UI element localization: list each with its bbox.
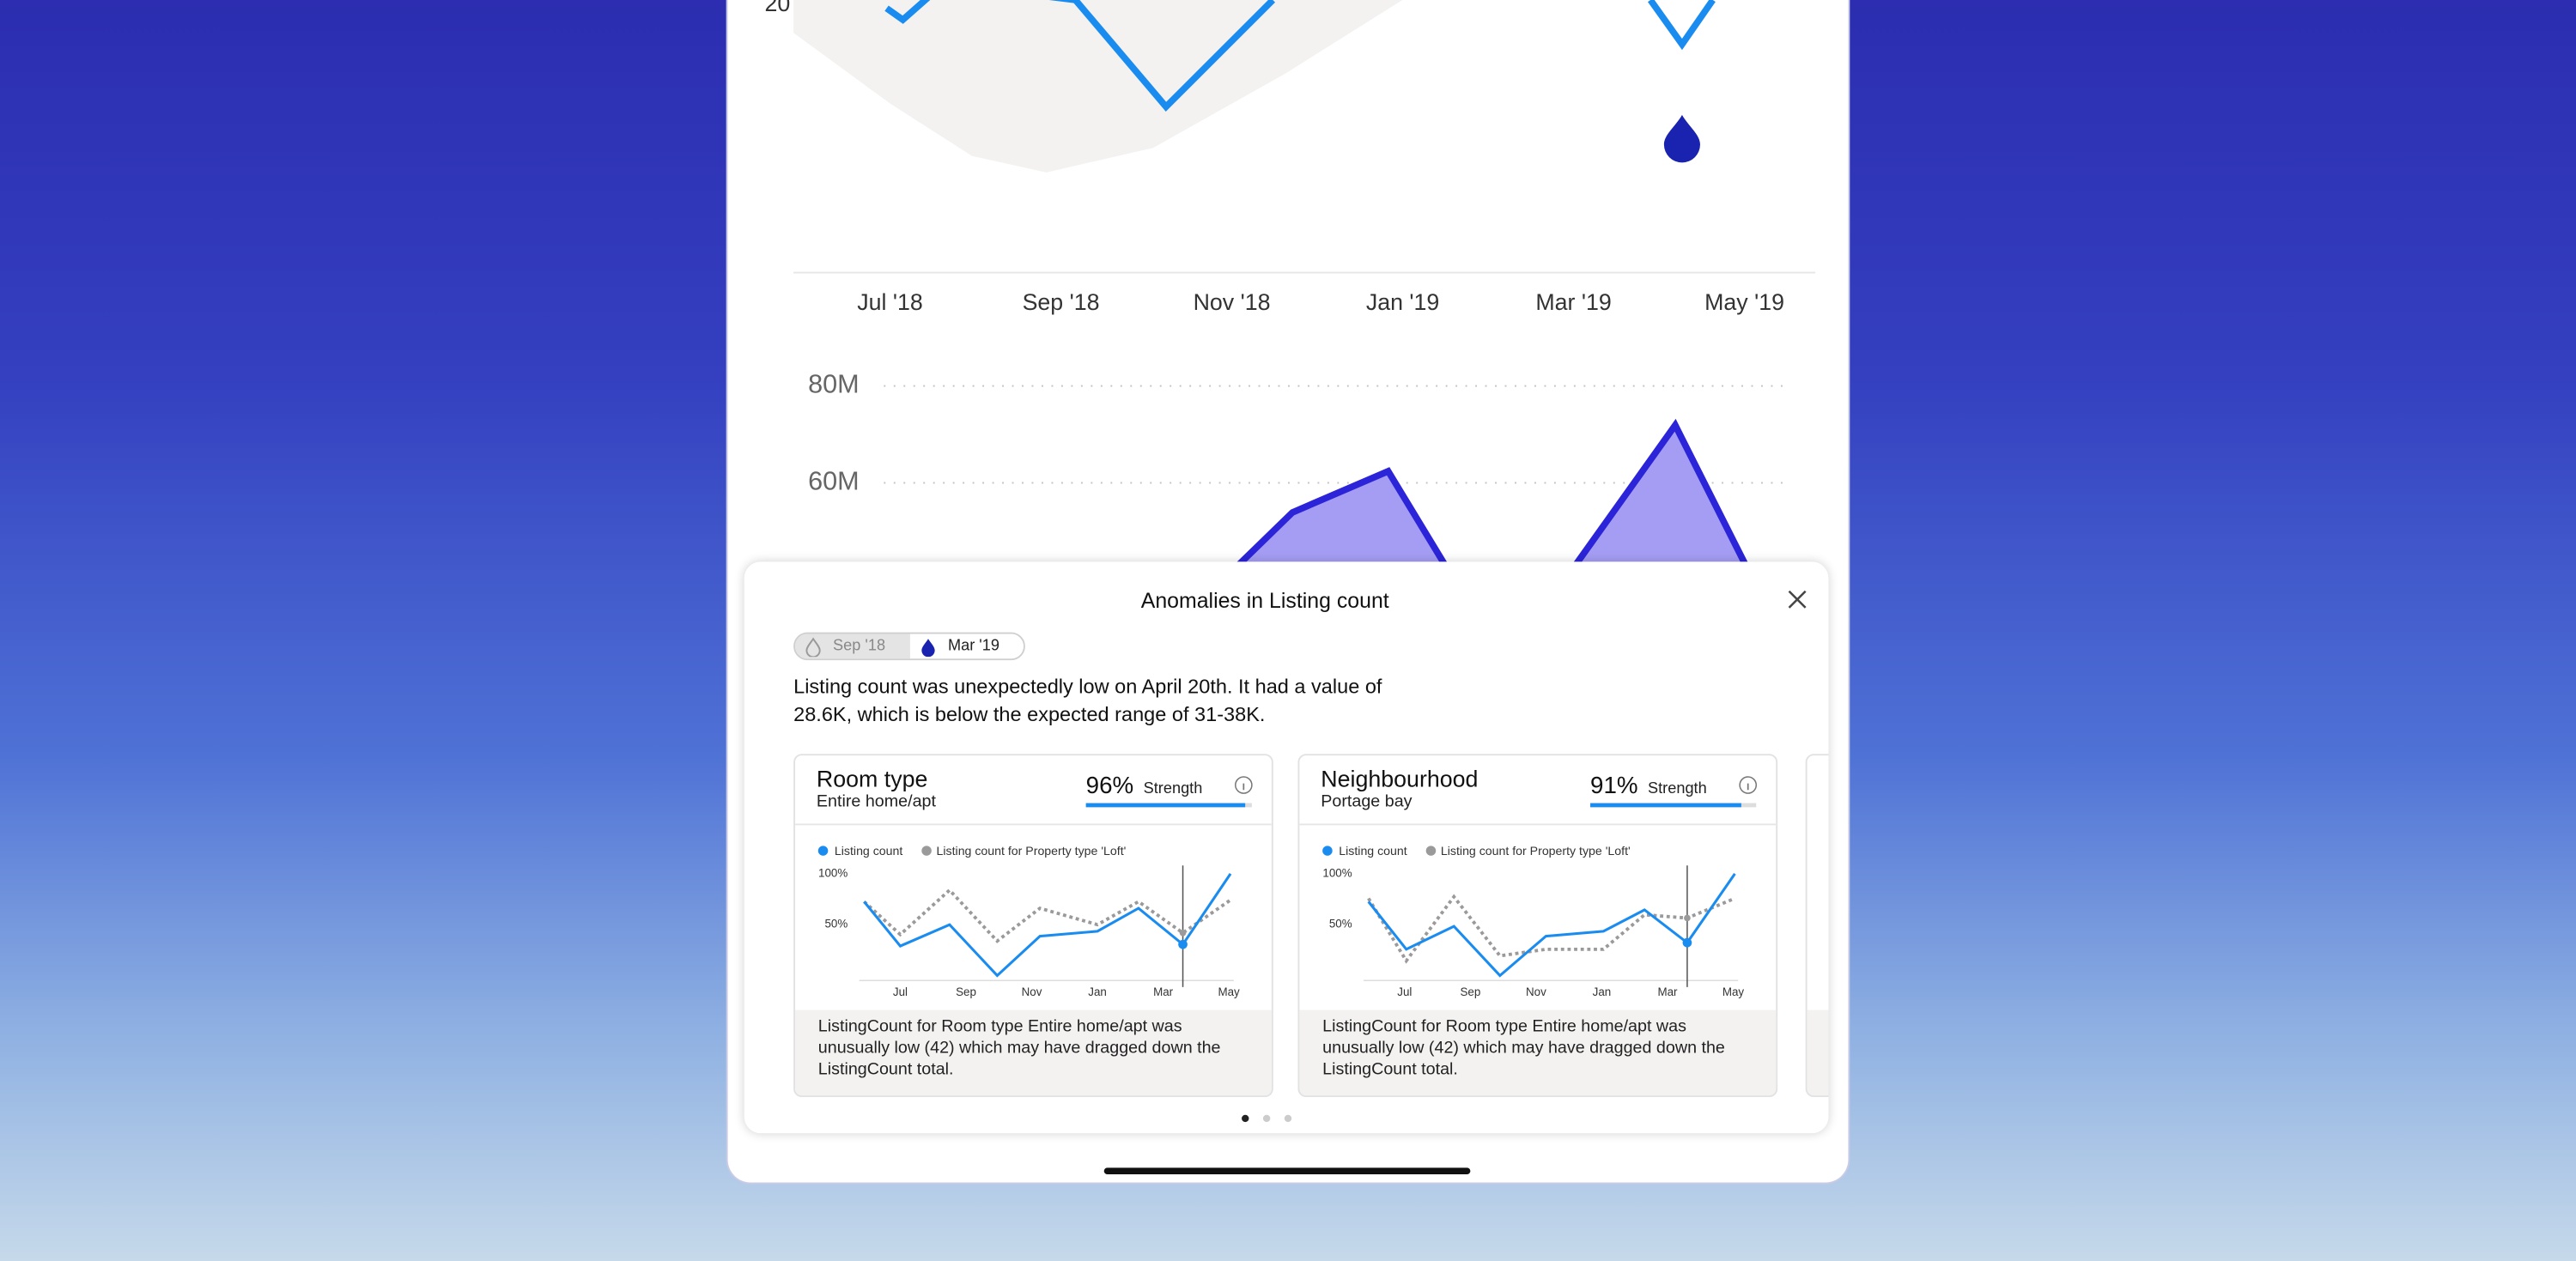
legend-dot	[1425, 846, 1437, 856]
card-peek[interactable]	[1805, 754, 1829, 1098]
x-tick-label: Jan	[1088, 985, 1107, 998]
legend-dot	[817, 846, 829, 856]
toggle-label: Sep '18	[833, 637, 886, 656]
legend-label: Listing count for Property type 'Loft'	[937, 844, 1127, 858]
y-tick-label: 20	[764, 0, 790, 16]
card-note: ListingCount for Room type Entire home/a…	[1299, 1009, 1777, 1096]
x-tick-label: Jan	[1593, 985, 1612, 998]
data-line	[1648, 0, 1716, 51]
close-button[interactable]	[1786, 588, 1809, 611]
y-tick-label: 50%	[1329, 918, 1352, 931]
data-line	[863, 873, 1232, 978]
legend-dot	[921, 846, 932, 856]
x-tick-label: Nov '18	[1194, 289, 1271, 315]
x-tick-label: Sep '18	[1023, 289, 1100, 315]
legend-dot	[1322, 846, 1333, 856]
x-tick-label: May	[1722, 985, 1745, 998]
x-tick-label: Jan '19	[1366, 289, 1439, 315]
area-fill	[1223, 425, 1753, 580]
highlight-dot	[1178, 939, 1188, 949]
expected-range	[793, 0, 1403, 173]
x-tick-label: Sep	[1460, 985, 1480, 998]
insight-card[interactable]: Neighbourhood Portage bay 91% Strength Listi…	[1297, 754, 1778, 1098]
x-tick-label: Mar '19	[1535, 289, 1611, 315]
info-icon	[1739, 776, 1758, 794]
card-title: Neighbourhood	[1321, 765, 1479, 792]
card-chart: Listing count Listing count for Property …	[1299, 776, 1777, 998]
strength-value: 91%	[1590, 773, 1638, 800]
anomaly-panel: Anomalies in Listing count Sep '18 Mar '…	[744, 561, 1829, 1134]
card-chart: Listing count Listing count for Property …	[795, 776, 1272, 998]
legend-label: Listing count for Property type 'Loft'	[1441, 844, 1631, 858]
panel-title: Anomalies in Listing count	[1140, 587, 1389, 613]
highlight-dot	[1179, 929, 1187, 937]
y-tick-label: 50%	[824, 918, 848, 931]
x-tick-label: Jul '18	[857, 289, 923, 315]
y-tick-label: 60M	[808, 467, 860, 496]
data-line	[863, 888, 1232, 943]
y-tick-label: 100%	[818, 866, 848, 879]
background-charts: Jul '18 Sep '18 Nov '18 Jan '19 Mar '19 May '…	[764, 0, 1816, 584]
data-line	[1367, 894, 1736, 964]
data-line	[1367, 872, 1736, 978]
legend-label: Listing count	[835, 844, 902, 858]
x-tick-label: Mar	[1153, 985, 1174, 998]
card-subtitle: Portage bay	[1321, 793, 1413, 812]
toggle-label: Mar '19	[947, 637, 1000, 656]
card-subtitle: Entire home/apt	[816, 793, 936, 812]
anomaly-toggle: Sep '18 Mar '19	[793, 632, 1025, 661]
home-indicator	[1103, 1167, 1471, 1174]
legend-label: Listing count	[1339, 844, 1406, 858]
x-tick-label: Mar	[1657, 985, 1678, 998]
x-tick-label: Nov	[1526, 985, 1546, 998]
card-title: Room type	[816, 765, 928, 792]
y-tick-label: 80M	[808, 370, 860, 399]
pagination	[1242, 1114, 1292, 1123]
toggle-option[interactable]: Mar '19	[909, 634, 1024, 659]
insight-card[interactable]: Room type Entire home/apt 96% Strength Listi…	[793, 754, 1273, 1098]
x-tick-label: May	[1218, 985, 1240, 998]
x-tick-label: Jul	[893, 985, 908, 998]
card-note: ListingCount for Room type Entire home/a…	[795, 1009, 1272, 1096]
anomaly-marker	[1663, 114, 1700, 163]
x-tick-label: May '19	[1704, 289, 1784, 315]
info-icon	[1235, 776, 1253, 794]
y-tick-label: 100%	[1322, 866, 1352, 879]
toggle-option[interactable]: Sep '18	[795, 634, 910, 659]
strength-bar	[1085, 803, 1246, 808]
highlight-dot	[1684, 914, 1691, 922]
description: Listing count was unexpectedly low on Ap…	[793, 675, 1382, 726]
strength-label: Strength	[1648, 779, 1707, 798]
data-line	[884, 0, 1276, 112]
highlight-dot	[1682, 937, 1692, 948]
x-tick-label: Nov	[1022, 985, 1042, 998]
strength-value: 96%	[1085, 773, 1134, 800]
strength-bar	[1590, 803, 1741, 808]
device: Jul '18 Sep '18 Nov '18 Jan '19 Mar '19 May '…	[727, 0, 1849, 1183]
strength-label: Strength	[1143, 779, 1203, 798]
x-tick-label: Jul	[1397, 985, 1412, 998]
x-tick-label: Sep	[956, 985, 976, 998]
